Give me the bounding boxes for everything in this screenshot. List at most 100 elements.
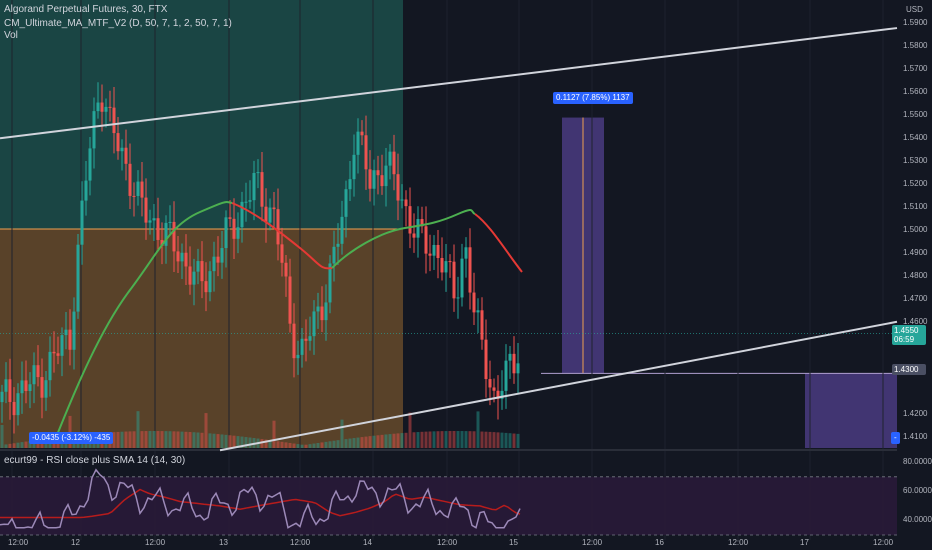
volume-bar	[348, 438, 352, 448]
candle-body	[424, 226, 428, 254]
candle-body	[32, 365, 36, 385]
measure-down-label[interactable]: -0.0435 (-3.12%) -435	[29, 432, 114, 444]
candle-body	[320, 306, 324, 321]
edge-tag: -	[891, 432, 900, 444]
candle-body	[28, 384, 32, 391]
time-tick: 12:00	[437, 538, 458, 547]
candle-body	[140, 181, 144, 198]
price-tick: 1.5100	[903, 202, 928, 212]
candle-body	[484, 339, 488, 380]
volume-bar	[116, 431, 120, 448]
volume-legend[interactable]: Vol	[4, 30, 18, 41]
candle-body	[444, 261, 448, 273]
rsi-sma-line	[0, 488, 521, 519]
volume-bar	[112, 432, 116, 448]
volume-bar	[436, 431, 440, 448]
volume-bar	[344, 439, 348, 448]
volume-bar	[308, 444, 312, 448]
candle-body	[96, 102, 100, 112]
teal-zone	[0, 0, 403, 229]
candle-body	[84, 180, 88, 201]
candle-body	[500, 390, 504, 399]
candle-body	[144, 197, 148, 223]
candle-body	[132, 195, 136, 197]
candle-body	[340, 216, 344, 244]
indicator-legend[interactable]: CM_Ultimate_MA_MTF_V2 (D, 50, 7, 1, 2, 5…	[4, 18, 232, 29]
candle-body	[480, 310, 484, 340]
price-tick: 1.4600	[903, 316, 928, 326]
candle-body	[468, 247, 472, 293]
volume-bar	[276, 441, 280, 448]
moving-averages	[54, 200, 523, 441]
candle-body	[196, 261, 200, 272]
time-tick: 12	[71, 538, 80, 547]
ma-line-down-2	[474, 213, 523, 273]
candle-body	[404, 199, 408, 207]
candle-body	[128, 163, 132, 196]
candle-body	[264, 206, 268, 223]
ma-line-up-2	[331, 208, 476, 269]
measure-up-label[interactable]: 0.1127 (7.85%) 1137	[553, 92, 633, 104]
candle-body	[380, 175, 384, 187]
volume-bar	[144, 431, 148, 448]
candle-body	[456, 297, 460, 299]
volume-bar	[28, 440, 32, 448]
candle-body	[268, 207, 272, 223]
marker-price-tag: 1.4300	[892, 364, 926, 375]
rsi-legend[interactable]: ecurt99 - RSI close plus SMA 14 (14, 30)	[4, 455, 186, 466]
volume-bar	[176, 431, 180, 448]
volume-bar	[316, 442, 320, 448]
symbol-legend[interactable]: Algorand Perpetual Futures, 30, FTX	[4, 4, 168, 15]
candle-body	[228, 217, 232, 219]
rsi-line	[0, 468, 521, 529]
candle-body	[364, 135, 368, 170]
candle-body	[88, 148, 92, 181]
volume-bar	[472, 431, 476, 448]
candle-body	[112, 107, 116, 134]
candle-body	[476, 310, 480, 313]
time-tick: 15	[509, 538, 518, 547]
candle-body	[116, 133, 120, 152]
volume-bar	[8, 443, 12, 448]
time-tick: 17	[800, 538, 809, 547]
volume-bar	[0, 425, 4, 448]
candle-body	[172, 221, 176, 252]
candle-body	[276, 209, 280, 245]
volume-bar	[488, 431, 492, 448]
candle-body	[344, 189, 348, 217]
volume-bar	[228, 435, 232, 448]
candle-body	[148, 220, 152, 223]
volume-bar	[340, 419, 344, 448]
volume-bar	[224, 434, 228, 448]
volume-bar	[332, 440, 336, 448]
candle-body	[408, 206, 412, 234]
price-tick: 1.5600	[903, 87, 928, 97]
candle-body	[56, 353, 60, 356]
volume-bar	[412, 432, 416, 448]
candle-body	[260, 172, 264, 207]
grid-lines	[0, 0, 897, 540]
candle-body	[24, 380, 28, 391]
volume-bar	[380, 434, 384, 448]
candle-body	[152, 218, 156, 221]
volume-bar	[4, 444, 8, 448]
volume-bar	[356, 437, 360, 448]
volume-bar	[364, 436, 368, 448]
candle-body	[60, 335, 64, 356]
candle-body	[256, 172, 260, 174]
candle-body	[136, 181, 140, 196]
price-tick: 1.4900	[903, 247, 928, 257]
candle-body	[188, 266, 192, 285]
volume-bar	[196, 432, 200, 448]
candle-body	[432, 244, 436, 256]
candle-body	[508, 353, 512, 361]
candle-body	[460, 258, 464, 298]
time-tick: 12:00	[728, 538, 749, 547]
time-tick: 12:00	[145, 538, 166, 547]
candle-body	[76, 244, 80, 312]
candle-body	[100, 102, 104, 112]
candle-body	[208, 271, 212, 293]
volume-bar	[324, 441, 328, 448]
candle-body	[244, 201, 248, 203]
